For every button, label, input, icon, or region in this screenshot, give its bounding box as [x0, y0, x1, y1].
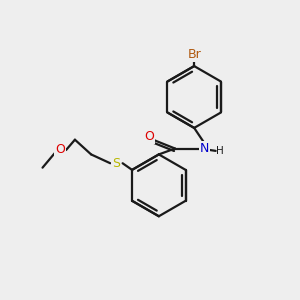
Text: Br: Br: [187, 48, 201, 62]
Text: O: O: [145, 130, 154, 143]
Text: O: O: [55, 143, 65, 157]
Text: N: N: [200, 142, 209, 155]
Text: S: S: [112, 157, 120, 170]
Text: H: H: [216, 146, 224, 156]
